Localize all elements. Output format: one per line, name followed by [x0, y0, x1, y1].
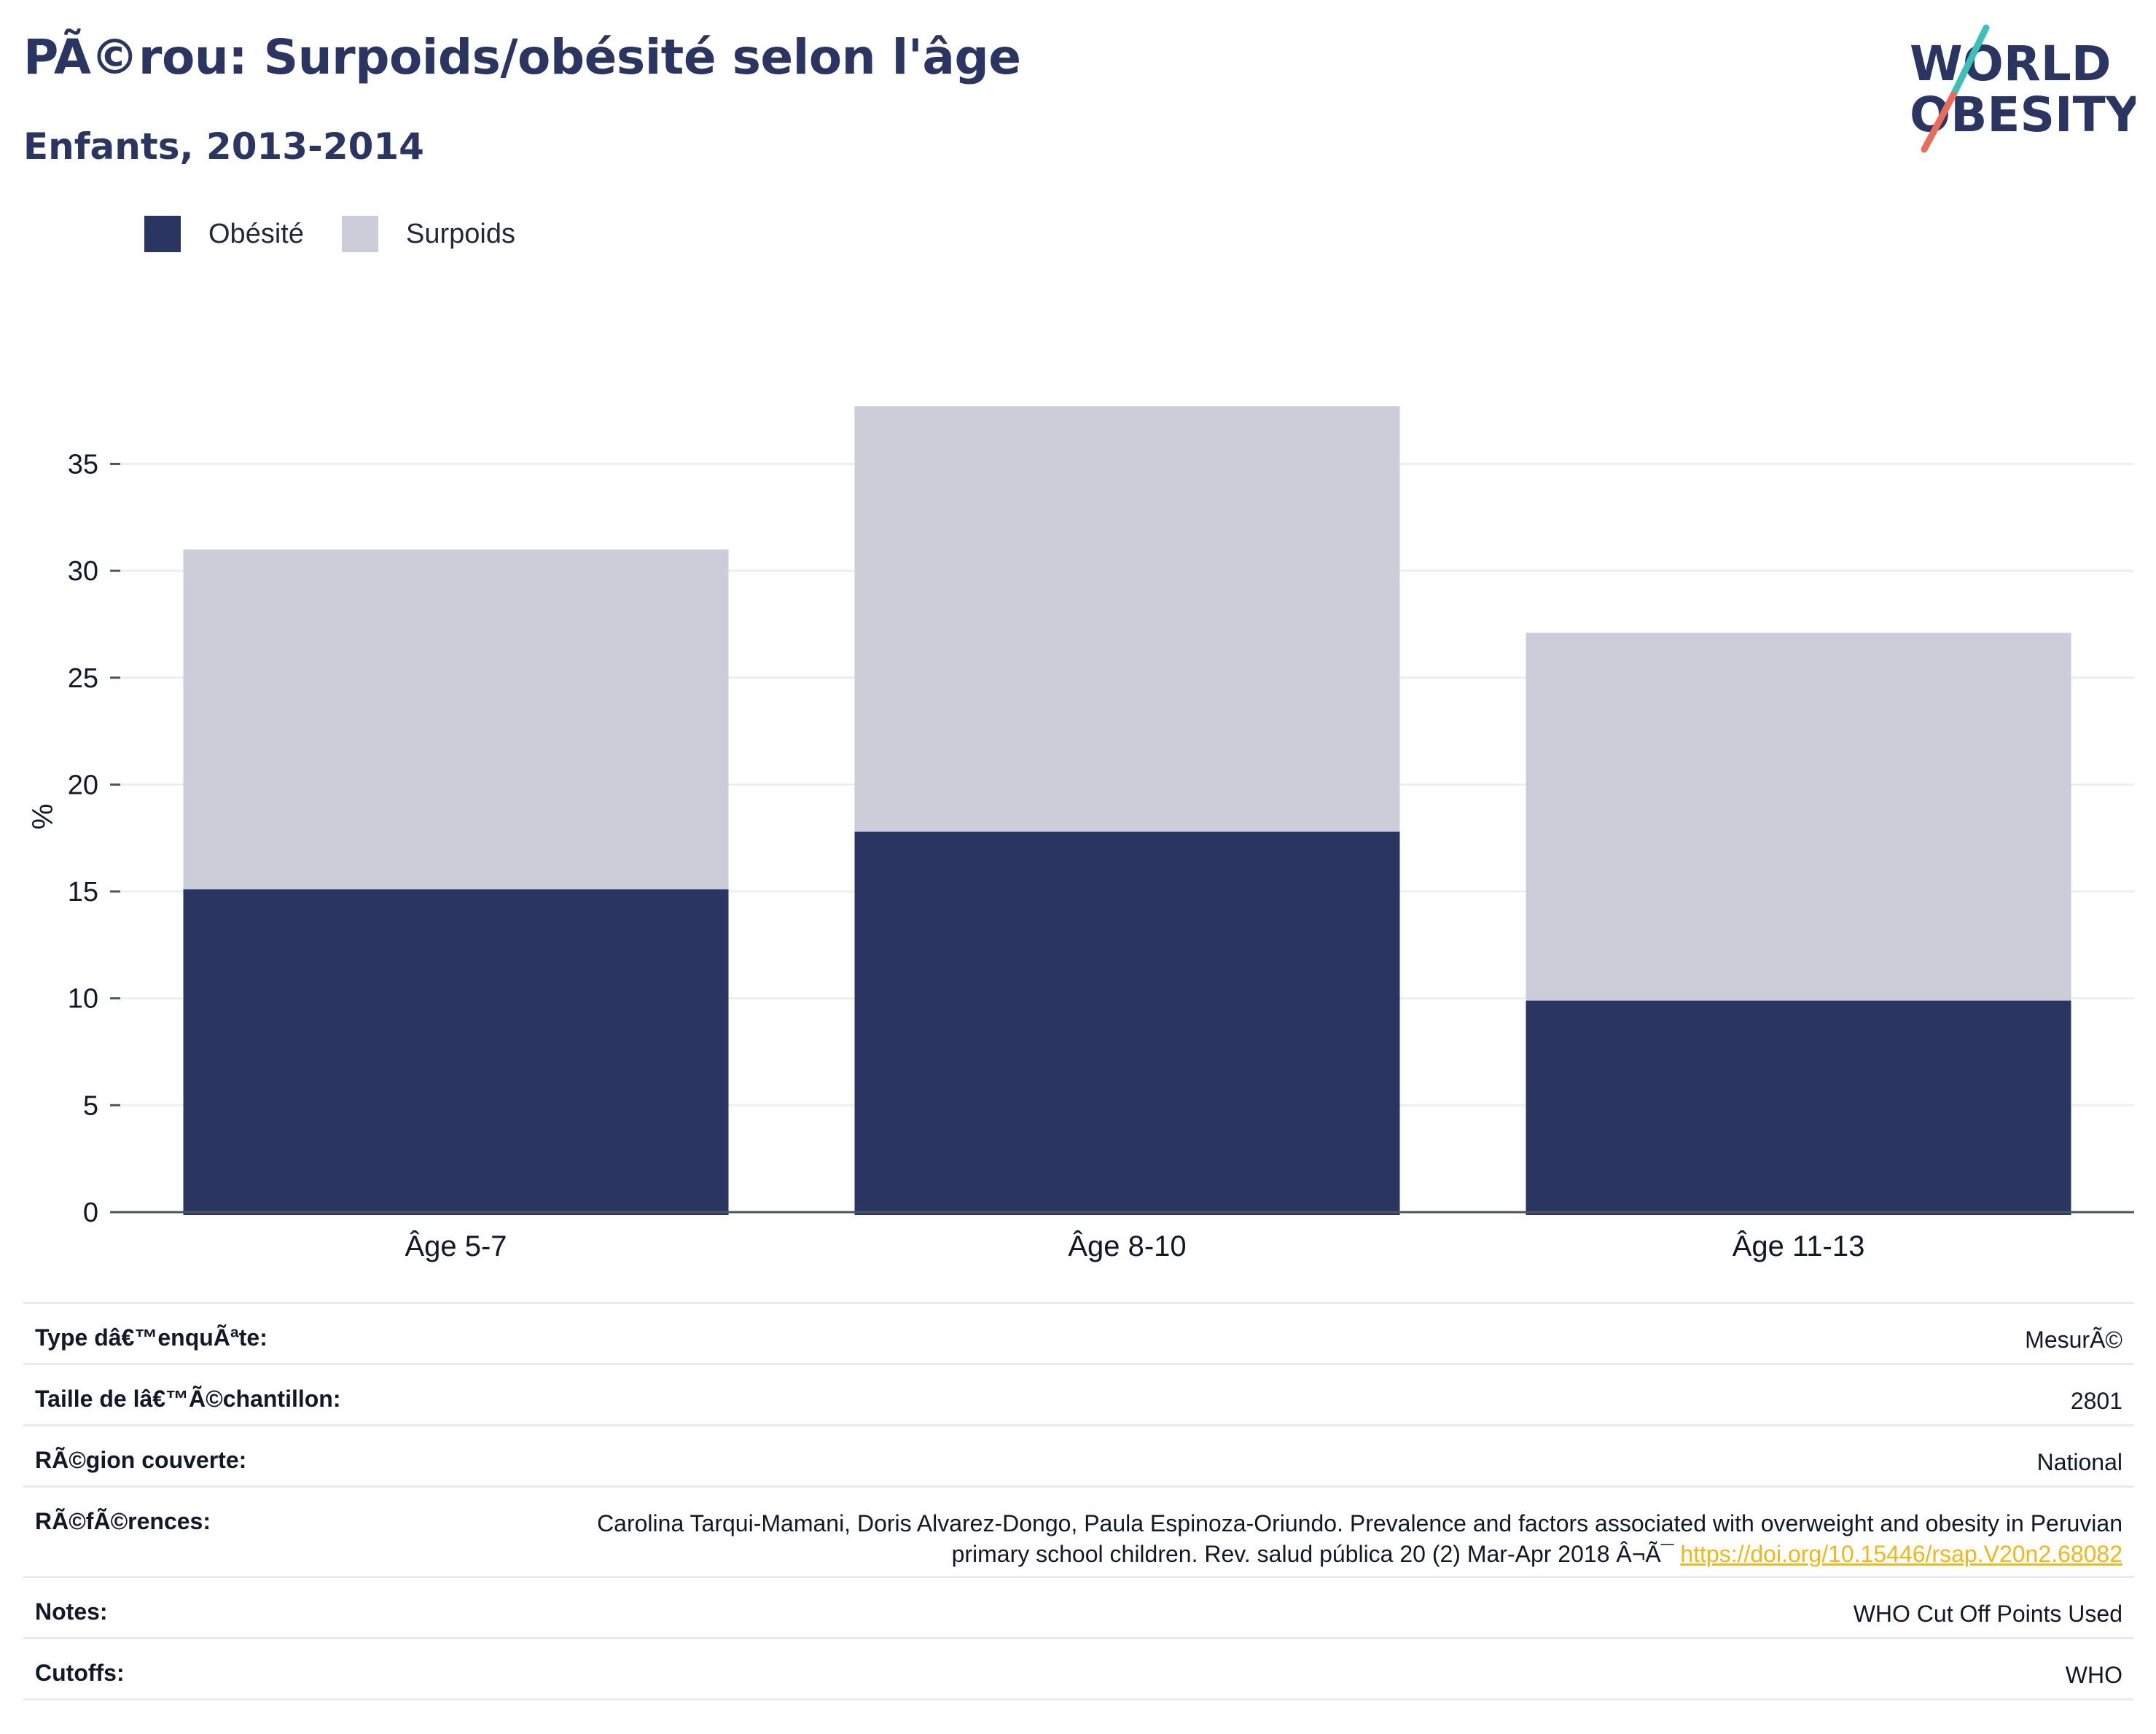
- references-label: RÃ©fÃ©rences:: [35, 1508, 211, 1534]
- bar-overweight-3: [1526, 633, 2071, 1001]
- info-row-references: RÃ©fÃ©rences: Carolina Tarqui-Mamani, Do…: [23, 1485, 2134, 1576]
- y-tick-label: 10: [68, 984, 98, 1015]
- x-tick-label: Âge 8-10: [1068, 1230, 1186, 1262]
- y-tick-label: 35: [68, 449, 98, 480]
- legend-swatch-obesity: [144, 216, 181, 252]
- y-tick-label: 20: [68, 770, 98, 800]
- stacked-bar-chart: 0 5 10 15 20 25 30 35% Âge 5-7 Âge 8-10 Âge 11-13: [27, 406, 2134, 1262]
- y-axis-label: %: [27, 804, 59, 830]
- cutoffs-label: Cutoffs:: [35, 1660, 125, 1686]
- info-row-region: RÃ©gion couverte: National: [23, 1424, 2134, 1485]
- references-value: Carolina Tarqui-Mamani, Doris Alvarez-Do…: [534, 1488, 2122, 1569]
- bar-obesity-3: [1526, 1000, 2071, 1215]
- region-label: RÃ©gion couverte:: [35, 1447, 247, 1473]
- chart-subtitle: Enfants, 2013-2014: [23, 125, 424, 168]
- chart-title: PÃ©rou: Surpoids/obésité selon l'âge: [23, 29, 1021, 85]
- y-tick-label: 15: [68, 877, 98, 907]
- bar-obesity-1: [183, 889, 729, 1215]
- info-row-cutoffs: Cutoffs: WHO: [23, 1637, 2134, 1700]
- cutoffs-value: WHO: [2065, 1662, 2122, 1688]
- logo-slash-top: [1950, 24, 1990, 98]
- logo-line-world: WORLD: [1910, 36, 2112, 92]
- info-row-notes: Notes: WHO Cut Off Points Used: [23, 1576, 2134, 1637]
- references-text-block: Carolina Tarqui-Mamani, Doris Alvarez-Do…: [534, 1508, 2122, 1569]
- y-tick-label: 30: [68, 556, 98, 587]
- legend-item-obesity[interactable]: Obésité: [144, 216, 304, 252]
- legend-item-overweight[interactable]: Surpoids: [341, 216, 515, 252]
- notes-value: WHO Cut Off Points Used: [1853, 1601, 2122, 1627]
- info-row-sample-size: Taille de lâ€™Ã©chantillon: 2801: [23, 1363, 2134, 1424]
- references-doi-link[interactable]: https://doi.org/10.15446/rsap.V20n2.6808…: [1680, 1541, 2122, 1567]
- y-tick-label: 0: [83, 1198, 98, 1228]
- y-tick-label: 25: [68, 663, 98, 694]
- chart-legend: Obésité Surpoids: [144, 216, 553, 252]
- legend-label-obesity: Obésité: [208, 218, 304, 249]
- y-tick-label: 5: [83, 1090, 98, 1121]
- logo-slash-bottom: [1921, 91, 1957, 153]
- world-obesity-logo: WORLD OBESITY: [1910, 24, 2136, 153]
- info-row-survey-type: Type dâ€™enquÃªte: MesurÃ©: [23, 1302, 2134, 1363]
- survey-info-table: Type dâ€™enquÃªte: MesurÃ© Taille de lâ€…: [23, 1302, 2134, 1700]
- references-text: Carolina Tarqui-Mamani, Doris Alvarez-Do…: [597, 1510, 2122, 1567]
- survey-type-label: Type dâ€™enquÃªte:: [35, 1324, 267, 1351]
- notes-label: Notes:: [35, 1598, 108, 1625]
- region-value: National: [2036, 1449, 2122, 1475]
- x-tick-label: Âge 5-7: [405, 1230, 507, 1262]
- survey-type-value: MesurÃ©: [2025, 1327, 2122, 1353]
- logo-line-obesity: OBESITY: [1910, 87, 2136, 143]
- sample-size-value: 2801: [2070, 1388, 2122, 1414]
- bar-overweight-2: [854, 406, 1400, 832]
- legend-label-overweight: Surpoids: [405, 218, 515, 249]
- bar-obesity-2: [854, 831, 1400, 1215]
- sample-size-label: Taille de lâ€™Ã©chantillon:: [35, 1386, 341, 1412]
- bar-overweight-1: [183, 549, 729, 890]
- x-tick-label: Âge 11-13: [1733, 1230, 1865, 1262]
- legend-swatch-overweight: [341, 216, 378, 252]
